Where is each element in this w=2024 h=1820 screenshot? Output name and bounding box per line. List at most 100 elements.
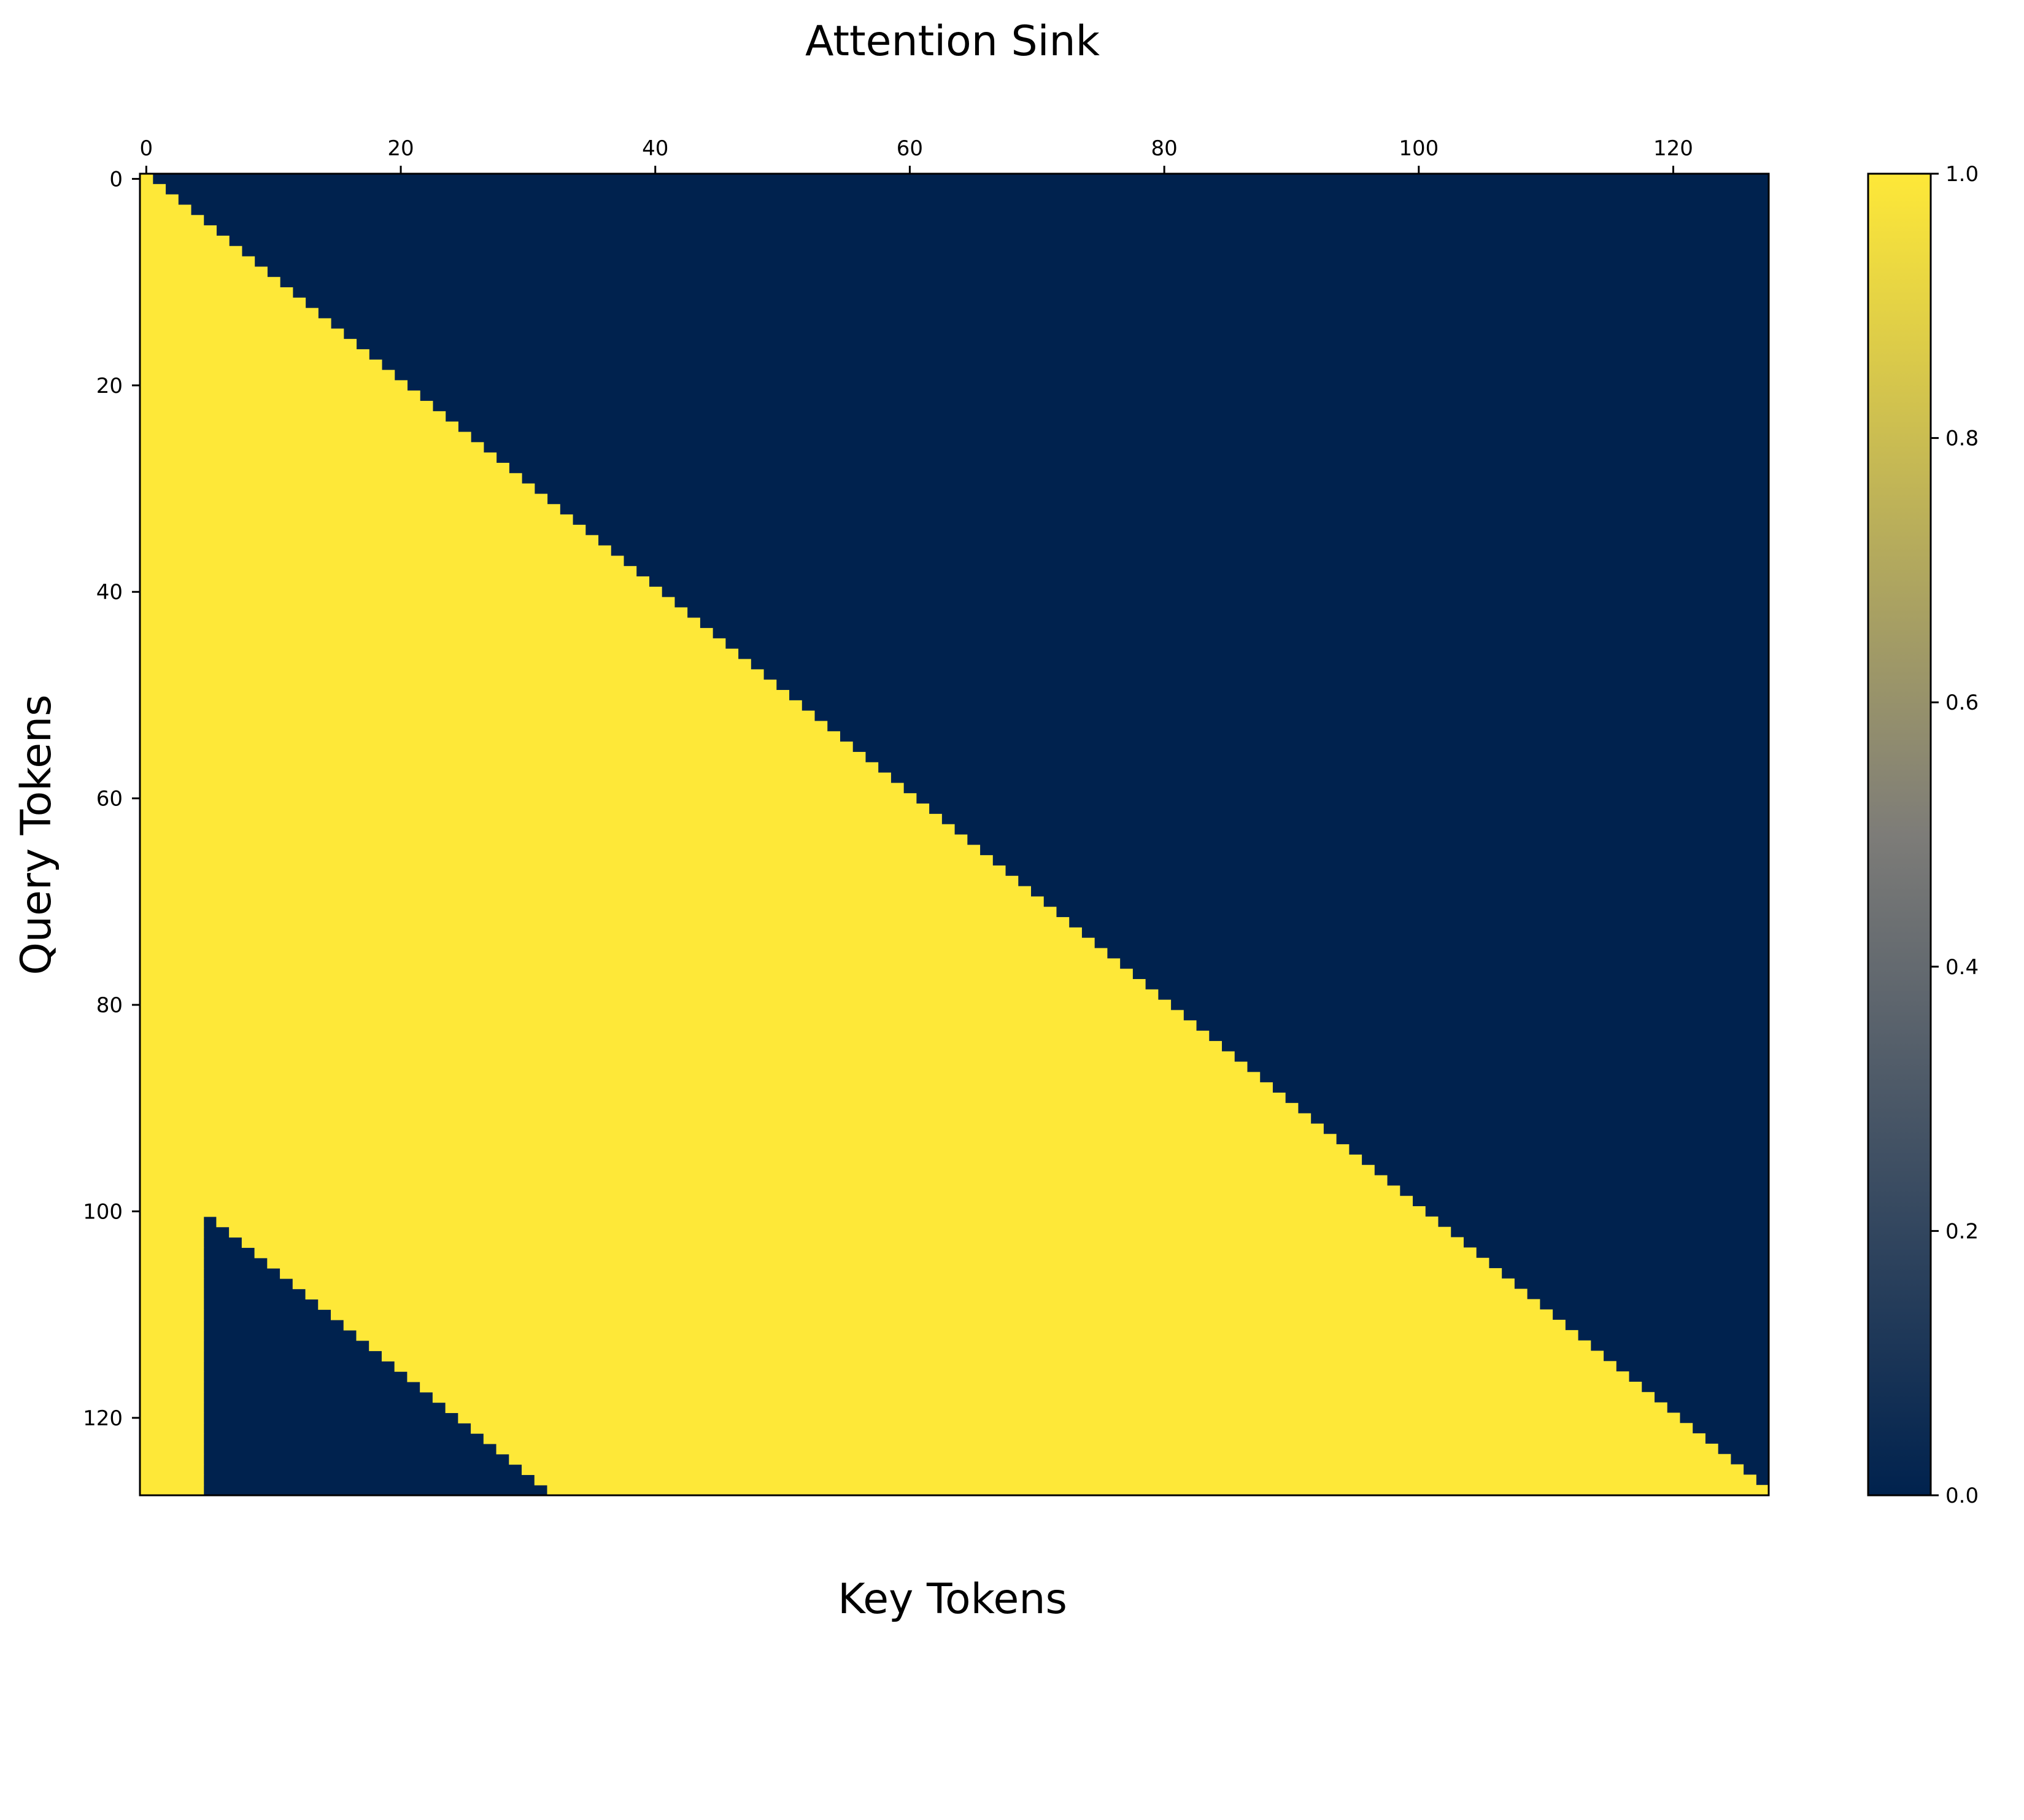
heatmap-cell — [140, 390, 420, 401]
heatmap-cell — [140, 566, 637, 577]
heatmap-cell — [140, 494, 548, 505]
heatmap-cell — [140, 1134, 1337, 1145]
heatmap-cell — [140, 287, 293, 298]
heatmap-cell — [407, 1371, 1629, 1382]
heatmap-cell — [140, 1164, 1375, 1176]
heatmap-cell — [140, 1031, 1210, 1042]
heatmap-cell — [140, 1206, 1426, 1217]
heatmap-cell — [140, 318, 331, 329]
heatmap-cell — [140, 1361, 204, 1372]
x-tick-label: 120 — [1653, 136, 1693, 161]
heatmap-cell — [509, 1454, 1731, 1465]
heatmap-cell — [140, 1102, 1299, 1114]
heatmap-cell — [140, 1340, 204, 1352]
heatmap-cell — [140, 710, 815, 722]
heatmap-cell — [140, 793, 917, 804]
x-axis-label: Key Tokens — [838, 1575, 1067, 1624]
heatmap-cell — [229, 1226, 1451, 1238]
colorbar-tick-label: 0.6 — [1945, 691, 1979, 715]
heatmap-cell — [140, 969, 1133, 980]
heatmap-cell — [140, 751, 866, 763]
heatmap-cell — [140, 339, 357, 350]
heatmap-cell — [140, 1412, 204, 1423]
heatmap-cell — [140, 215, 204, 226]
heatmap-cell — [394, 1361, 1616, 1372]
heatmap-cell — [140, 1216, 204, 1228]
heatmap-cell — [140, 225, 217, 236]
heatmap-cell — [369, 1340, 1591, 1352]
heatmap-cell — [140, 297, 306, 309]
heatmap-cell — [140, 618, 700, 629]
heatmap-cell — [140, 174, 153, 185]
heatmap-cell — [267, 1258, 1489, 1269]
heatmap-cell — [140, 1330, 204, 1341]
heatmap-cell — [140, 1051, 1235, 1063]
heatmap-cell — [140, 772, 891, 783]
y-tick-label: 40 — [96, 580, 123, 605]
x-tick-label: 60 — [897, 136, 923, 161]
heatmap-cell — [140, 1309, 204, 1320]
heatmap-cell — [343, 1320, 1566, 1331]
heatmap-cell — [140, 1278, 204, 1290]
heatmap-cell — [140, 804, 930, 815]
heatmap-cell — [140, 1237, 204, 1248]
heatmap-cell — [496, 1443, 1718, 1455]
heatmap-cell — [140, 504, 560, 515]
colorbar-tick-label: 1.0 — [1945, 162, 1979, 187]
heatmap-cell — [140, 742, 853, 753]
heatmap-cell — [140, 999, 1172, 1011]
heatmap-cell — [140, 1392, 204, 1403]
heatmap-cell — [140, 556, 624, 567]
heatmap-cell — [140, 380, 408, 391]
heatmap-frame — [139, 172, 1770, 1497]
heatmap-cells — [140, 174, 1769, 1496]
heatmap-cell — [140, 896, 1044, 907]
heatmap-cell — [140, 834, 968, 845]
heatmap-cell — [140, 246, 242, 257]
heatmap-cell — [140, 1454, 204, 1465]
heatmap-cell — [140, 1123, 1324, 1134]
heatmap-cell — [140, 1175, 1388, 1186]
heatmap-cell — [292, 1278, 1515, 1290]
heatmap-cell — [140, 1350, 204, 1361]
heatmap-cell — [140, 442, 484, 453]
heatmap-cell — [140, 865, 1006, 877]
heatmap-cell — [140, 958, 1121, 969]
heatmap-cell — [305, 1288, 1528, 1300]
x-tick-label: 80 — [1151, 136, 1177, 161]
heatmap-cell — [140, 576, 649, 587]
heatmap-cell — [241, 1237, 1464, 1248]
heatmap-cell — [140, 586, 662, 598]
y-tick-label: 20 — [96, 374, 123, 398]
heatmap-cell — [140, 411, 446, 422]
heatmap-cell — [140, 659, 751, 670]
y-axis-ticks: 0 20 40 60 80 100 120 — [83, 167, 140, 1431]
heatmap-cell — [140, 524, 586, 536]
heatmap-cell — [140, 978, 1146, 990]
x-axis-ticks: 0 20 40 60 80 100 120 — [140, 136, 1693, 174]
heatmap-cell — [140, 266, 268, 277]
heatmap-cell — [140, 1154, 1362, 1166]
heatmap-cell — [140, 328, 344, 339]
heatmap-cell — [140, 1258, 204, 1269]
heatmap-cell — [140, 1268, 204, 1279]
heatmap-cell — [318, 1299, 1540, 1310]
heatmap-cell — [140, 1423, 204, 1434]
heatmap-cell — [140, 462, 509, 474]
heatmap-cell — [140, 545, 611, 556]
colorbar-tick-label: 0.8 — [1945, 427, 1979, 451]
heatmap-cell — [140, 638, 726, 649]
heatmap-cell — [140, 535, 599, 546]
heatmap-cell — [140, 648, 739, 660]
y-tick-label: 120 — [83, 1406, 123, 1431]
heatmap-cell — [331, 1309, 1553, 1320]
colorbar-tick-label: 0.0 — [1945, 1484, 1979, 1508]
heatmap-cell — [140, 473, 522, 484]
heatmap-cell — [140, 1288, 204, 1300]
heatmap-cell — [140, 277, 280, 288]
heatmap-cell — [140, 1196, 1413, 1207]
heatmap-cell — [140, 875, 1019, 887]
heatmap-cell — [140, 1474, 204, 1485]
heatmap-cell — [216, 1216, 1439, 1228]
